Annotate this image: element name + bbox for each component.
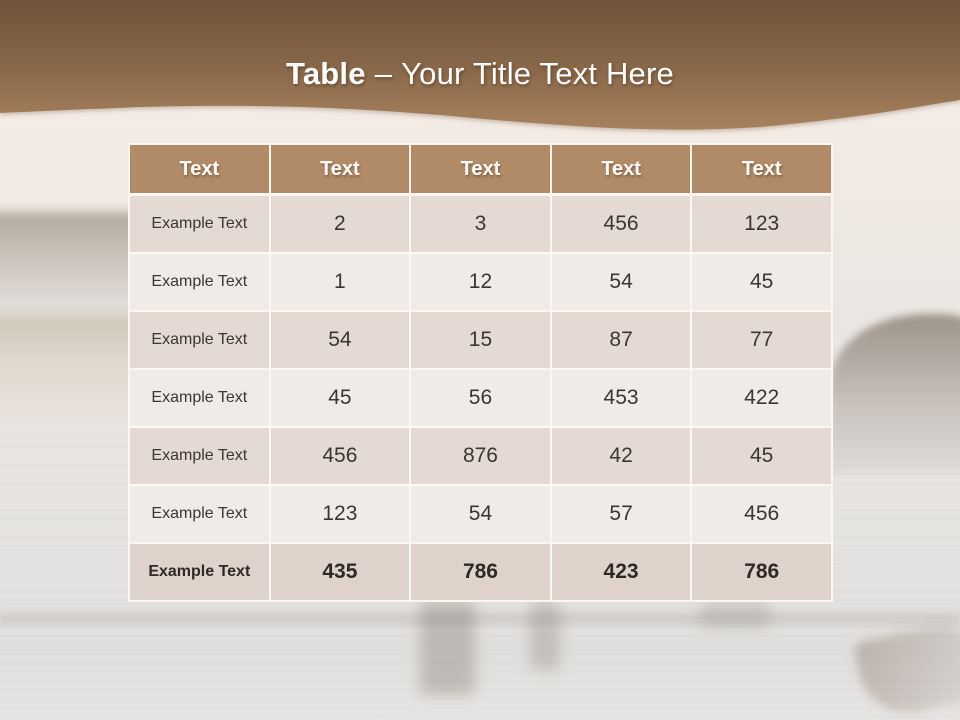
background-waterline xyxy=(0,612,960,626)
cell: 56 xyxy=(409,368,552,428)
title-dash: – xyxy=(374,56,393,91)
title-keyword: Table xyxy=(286,56,366,91)
cell: 12 xyxy=(409,252,552,312)
table-total-row: Example Text 435 786 423 786 xyxy=(128,542,833,602)
cell: 45 xyxy=(268,368,412,428)
table-row: Example Text 45 56 453 422 xyxy=(128,368,833,428)
cell: 456 xyxy=(549,193,693,254)
cell: 435 xyxy=(268,542,412,602)
table-row: Example Text 123 54 57 456 xyxy=(128,484,833,544)
background-reflection xyxy=(420,600,475,695)
background-reflection xyxy=(530,600,560,670)
cell: 786 xyxy=(690,542,833,602)
cell: 123 xyxy=(690,193,833,254)
cell: 87 xyxy=(549,310,693,370)
column-header: Text xyxy=(268,143,412,196)
cell: 1 xyxy=(268,252,412,312)
row-label: Example Text xyxy=(128,542,271,602)
row-label: Example Text xyxy=(128,368,271,428)
cell: 45 xyxy=(690,252,833,312)
cell: 3 xyxy=(409,193,552,254)
slide-title: Table – Your Title Text Here xyxy=(0,55,960,93)
title-band xyxy=(0,0,960,130)
cell: 456 xyxy=(690,484,833,544)
cell: 77 xyxy=(690,310,833,370)
cell: 123 xyxy=(268,484,412,544)
cell: 422 xyxy=(690,368,833,428)
cell: 456 xyxy=(268,426,412,486)
table-row: Example Text 54 15 87 77 xyxy=(128,310,833,370)
column-header: Text xyxy=(690,143,833,196)
row-label: Example Text xyxy=(128,484,271,544)
cell: 54 xyxy=(409,484,552,544)
row-label: Example Text xyxy=(128,193,271,254)
cell: 423 xyxy=(549,542,693,602)
background-driftwood xyxy=(852,618,960,720)
cell: 54 xyxy=(268,310,412,370)
cell: 57 xyxy=(549,484,693,544)
column-header: Text xyxy=(128,143,271,196)
row-label: Example Text xyxy=(128,252,271,312)
cell: 15 xyxy=(409,310,552,370)
cell: 876 xyxy=(409,426,552,486)
background-hill xyxy=(830,314,960,474)
background-reflection xyxy=(700,600,770,628)
cell: 2 xyxy=(268,193,412,254)
column-header: Text xyxy=(549,143,693,196)
row-label: Example Text xyxy=(128,426,271,486)
cell: 42 xyxy=(549,426,693,486)
cell: 453 xyxy=(549,368,693,428)
cell: 786 xyxy=(409,542,552,602)
column-header: Text xyxy=(409,143,552,196)
title-band-wave xyxy=(0,0,960,130)
title-text: Your Title Text Here xyxy=(401,56,674,91)
table-row: Example Text 1 12 54 45 xyxy=(128,252,833,312)
table-header-row: Text Text Text Text Text xyxy=(128,143,833,196)
row-label: Example Text xyxy=(128,310,271,370)
table-row: Example Text 456 876 42 45 xyxy=(128,426,833,486)
table-row: Example Text 2 3 456 123 xyxy=(128,193,833,254)
cell: 45 xyxy=(690,426,833,486)
data-table: Text Text Text Text Text Example Text 2 … xyxy=(128,143,833,602)
cell: 54 xyxy=(549,252,693,312)
